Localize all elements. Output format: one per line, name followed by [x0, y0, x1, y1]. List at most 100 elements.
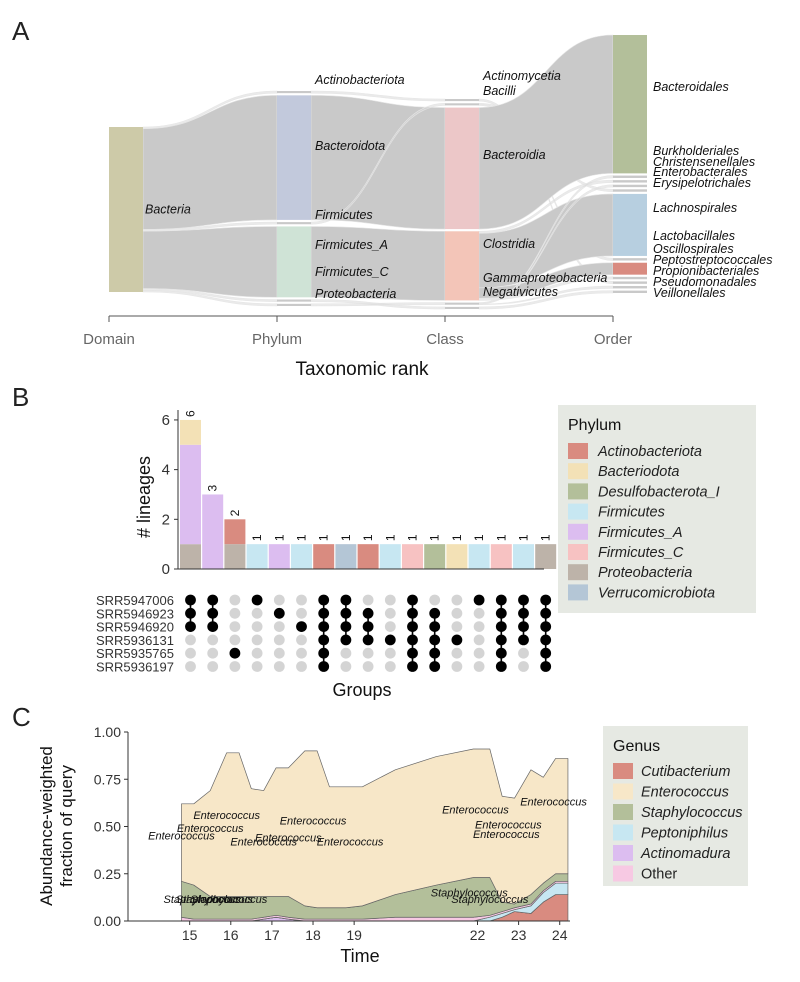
upset-dot-6-srr5935765 — [318, 647, 330, 659]
panel-label-a: A — [12, 16, 30, 46]
upset-dot-9-srr5936131 — [384, 634, 396, 646]
sankey-label-propionibacteriales: Propionibacteriales — [653, 264, 759, 278]
upset-dot-5-srr5947006 — [296, 594, 307, 606]
genus-legend: Genus Cutibacterium Enterococcus Staphyloc… — [603, 726, 748, 886]
upset-bar-count-6: 1 — [317, 534, 331, 541]
upset-bar-7-segment-verrucomicrobiota — [335, 544, 357, 569]
upset-y-axis: 0 2 4 6 — [162, 410, 544, 578]
sankey-panel: Bacteria Actinobacteriota Bacteroidota Firm… — [83, 34, 773, 380]
area-x-tick-label-16: 16 — [223, 927, 239, 943]
upset-dot-14-srr5936131 — [495, 634, 507, 646]
upset-dot-16-srr5947006 — [540, 594, 552, 606]
genus-legend-swatch-enterococcus — [613, 783, 633, 800]
sankey-x-axis-title: Taxonomic rank — [295, 359, 429, 380]
sankey-label-clostridia: Clostridia — [483, 237, 535, 251]
sankey-node-bacteroidia — [445, 107, 479, 230]
sankey-node-enterobacterales — [613, 184, 647, 188]
upset-dot-8-srr5935765 — [362, 647, 374, 659]
upset-dot-10-srr5946920 — [407, 621, 418, 632]
area-y-axis-title-line2: fraction of query — [57, 765, 76, 887]
upset-bar-count-3: 1 — [250, 534, 264, 541]
area-y-tick-label-1: 0.25 — [94, 866, 121, 882]
panel-label-b: B — [12, 382, 29, 412]
upset-dot-13-srr5946920 — [473, 621, 485, 632]
area-annotation-15: Staphylococcus — [451, 894, 529, 906]
area-annotation-6: Enterococcus — [317, 836, 384, 848]
upset-dot-1-srr5946920 — [207, 621, 219, 632]
upset-set-label-srr5936197: SRR5936197 — [96, 660, 174, 675]
upset-bar-0-segment-proteobacteria — [180, 544, 201, 569]
upset-dot-14-srr5946920 — [495, 621, 507, 632]
sankey-node-firmicutes-a — [277, 226, 311, 298]
upset-dot-14-srr5946923 — [495, 607, 507, 619]
upset-dot-12-srr5946923 — [451, 607, 463, 619]
upset-dot-2-srr5947006 — [229, 594, 241, 606]
genus-legend-items: Cutibacterium Enterococcus Staphylococcus P… — [613, 763, 743, 883]
sankey-node-lachnospirales — [613, 193, 647, 256]
upset-dot-6-srr5947006 — [318, 594, 330, 606]
upset-bar-10-segment-firmicutes-c — [402, 544, 423, 569]
area-annotation-10: Enterococcus — [520, 797, 587, 809]
upset-y-axis-title: # lineages — [134, 456, 154, 538]
sankey-link-actinobacteriota-actinomycetia — [310, 90, 446, 102]
upset-set-label-srr5936131: SRR5936131 — [96, 633, 174, 648]
genus-legend-swatch-actinomadura — [613, 845, 633, 861]
phylum-legend-swatch-firmicutes-a — [568, 523, 588, 540]
upset-x-axis-title: Groups — [332, 680, 391, 700]
upset-dot-8-srr5936131 — [362, 634, 374, 646]
genus-legend-swatch-other — [613, 865, 633, 882]
sankey-label-actinobacteriota: Actinobacteriota — [314, 73, 405, 87]
upset-dot-16-srr5936131 — [540, 634, 552, 646]
phylum-legend-swatch-firmicutes — [568, 503, 588, 520]
upset-dot-0-srr5946923 — [185, 607, 196, 619]
upset-dot-7-srr5936131 — [340, 634, 352, 646]
upset-panel: 6 3 2 1 1 1 1 1 1 1 1 1 1 1 1 1 1 0 2 4 6 # lineages SRR594… — [96, 405, 756, 700]
upset-bar-count-12: 1 — [450, 534, 464, 541]
sankey-node-actinomycetia — [445, 99, 479, 102]
upset-dot-12-srr5936131 — [451, 634, 463, 646]
phylum-legend-swatch-proteobacteria — [568, 564, 588, 581]
sankey-label-pseudomonadales: Pseudomonadales — [653, 275, 757, 289]
upset-bar-count-4: 1 — [272, 534, 286, 541]
upset-bar-5-segment-firmicutes — [291, 544, 312, 569]
upset-set-label-srr5946920: SRR5946920 — [96, 620, 174, 635]
sankey-x-axis: Domain Phylum Class Order — [83, 315, 632, 348]
upset-dot-0-srr5936131 — [185, 634, 196, 646]
area-x-tick-label-17: 17 — [264, 927, 280, 943]
area-annotation-7: Enterococcus — [442, 804, 509, 816]
upset-dot-4-srr5936131 — [273, 634, 285, 646]
genus-legend-label-staphylococcus: Staphylococcus — [641, 805, 743, 821]
genus-legend-label-cutibacterium: Cutibacterium — [641, 764, 730, 780]
upset-dot-14-srr5947006 — [495, 594, 507, 606]
sankey-label-firmicutes-c: Firmicutes_C — [315, 265, 390, 279]
upset-dot-3-srr5935765 — [251, 647, 263, 659]
sankey-label-enterobacterales: Enterobacterales — [653, 165, 748, 179]
upset-dot-15-srr5936131 — [518, 634, 529, 646]
upset-dot-3-srr5946920 — [251, 621, 263, 632]
genus-legend-swatch-staphylococcus — [613, 804, 633, 820]
sankey-axis-tick-label-class: Class — [426, 331, 464, 348]
upset-bar-count-5: 1 — [295, 534, 309, 541]
upset-bar-2-segment-actinobacteriota — [224, 519, 246, 545]
phylum-legend-swatch-firmicutes-c — [568, 544, 588, 560]
upset-dot-5-srr5936197 — [296, 661, 307, 672]
upset-dot-12-srr5947006 — [451, 594, 463, 606]
upset-bar-8-segment-actinobacteriota — [357, 544, 379, 569]
upset-dot-1-srr5936131 — [207, 634, 219, 646]
upset-dot-11-srr5936197 — [429, 661, 441, 672]
upset-y-tick-label-0: 0 — [162, 561, 170, 578]
upset-dot-10-srr5936131 — [407, 634, 418, 646]
sankey-node-burkholderiales — [613, 175, 647, 178]
upset-dot-1-srr5947006 — [207, 594, 219, 606]
sankey-label-christensenellales: Christensenellales — [653, 155, 755, 169]
upset-bar-count-7: 1 — [339, 534, 353, 541]
upset-bar-count-1: 3 — [206, 484, 220, 491]
upset-dot-11-srr5946920 — [429, 621, 441, 632]
upset-dot-2-srr5946920 — [229, 621, 241, 632]
upset-dot-2-srr5936197 — [229, 661, 241, 672]
upset-dot-5-srr5946923 — [296, 607, 307, 619]
upset-dot-15-srr5936197 — [518, 661, 529, 672]
upset-bar-11-segment-desulfobacterota-i — [424, 544, 446, 569]
upset-dot-4-srr5935765 — [273, 647, 285, 659]
upset-dot-9-srr5936197 — [384, 661, 396, 672]
